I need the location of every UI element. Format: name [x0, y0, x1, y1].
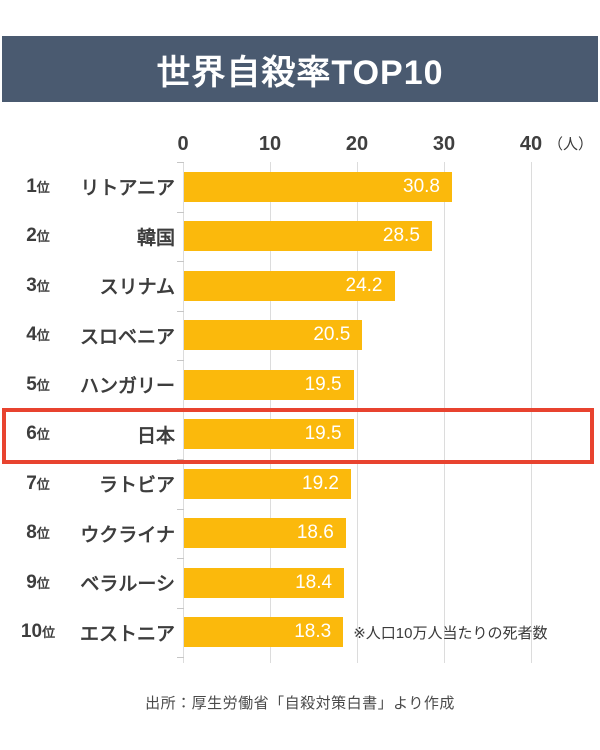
- country-label: 日本: [136, 425, 175, 447]
- rank-label: 1位: [0, 176, 76, 198]
- bar-value: 19.5: [304, 373, 342, 395]
- category-tick: [177, 508, 184, 510]
- country-label: ベラルーシ: [80, 574, 175, 596]
- x-axis: 0 10 20 30 40 （人）: [0, 130, 600, 160]
- rank-number: 8: [26, 522, 37, 544]
- bar-chart: 1位 リトアニア 30.8 2位 韓国 28.5 3位 スリナム 24.2 4位…: [0, 162, 600, 663]
- rank-label: 9位: [0, 572, 76, 594]
- category-tick: [177, 211, 184, 213]
- axis-tick-label-30: 30: [432, 133, 456, 155]
- country-label: ハンガリー: [79, 376, 175, 398]
- rank-suffix: 位: [36, 179, 50, 195]
- bar-ukraine: 18.6: [184, 518, 346, 549]
- axis-tick-label-40: 40: [519, 133, 543, 155]
- country-label: エストニア: [79, 623, 175, 645]
- gridline-0: [183, 162, 184, 663]
- rank-label: 3位: [0, 275, 76, 297]
- rank-label: 7位: [0, 473, 76, 495]
- axis-tick-label-0: 0: [177, 133, 189, 155]
- bar-value: 28.5: [382, 225, 420, 247]
- category-tick: [177, 459, 184, 460]
- bar-value: 18.3: [294, 621, 332, 643]
- rank-number: 5: [26, 373, 37, 395]
- page-title: 世界自殺率TOP10: [156, 53, 444, 92]
- rank-suffix: 位: [36, 229, 50, 245]
- rank-number: 9: [26, 571, 37, 593]
- rank-suffix: 位: [36, 377, 50, 393]
- bar-suriname: 24.2: [184, 270, 395, 301]
- bar-value: 19.5: [304, 423, 342, 445]
- gridline-40: [531, 162, 532, 663]
- chart-row-6-japan: 6位 日本 19.5: [0, 410, 600, 460]
- rank-label: 5位: [0, 374, 76, 396]
- source-attribution: 出所：厚生労働省「自殺対策白書」より作成: [145, 695, 455, 712]
- rank-number: 2: [26, 225, 37, 247]
- chart-row-4: 4位 スロベニア 20.5: [0, 311, 600, 361]
- rank-label: 10位: [0, 621, 76, 643]
- chart-row-5: 5位 ハンガリー 19.5: [0, 360, 600, 410]
- chart-row-2: 2位 韓国 28.5: [0, 212, 600, 262]
- rank-label: 8位: [0, 522, 76, 544]
- category-tick: [177, 360, 184, 361]
- bar-estonia: 18.3: [184, 617, 344, 648]
- category-tick: [177, 310, 184, 312]
- bar-hungary: 19.5: [184, 369, 354, 400]
- bar-value: 18.6: [296, 522, 334, 544]
- bar-value: 19.2: [302, 472, 339, 494]
- bar-latvia: 19.2: [184, 468, 351, 499]
- category-tick: [177, 657, 184, 658]
- rank-suffix: 位: [42, 625, 56, 641]
- axis-unit-label: （人）: [548, 136, 594, 153]
- rank-label: 6位: [0, 423, 76, 445]
- rank-number: 7: [26, 472, 37, 494]
- category-tick: [177, 162, 184, 163]
- bar-value: 18.4: [295, 571, 333, 593]
- chart-rows: 1位 リトアニア 30.8 2位 韓国 28.5 3位 スリナム 24.2 4位…: [0, 162, 600, 657]
- rank-number: 10: [20, 621, 43, 643]
- gridline-30: [444, 162, 445, 663]
- rank-suffix: 位: [36, 328, 50, 344]
- bar-slovenia: 20.5: [184, 320, 363, 351]
- chart-row-8: 8位 ウクライナ 18.6: [0, 509, 600, 559]
- axis-tick-label-20: 20: [345, 133, 369, 155]
- rank-suffix: 位: [36, 476, 50, 492]
- chart-row-10: 10位 エストニア 18.3 ※人口10万人当たりの死者数: [0, 608, 600, 658]
- rank-number: 3: [26, 274, 37, 296]
- chart-row-3: 3位 スリナム 24.2: [0, 261, 600, 311]
- category-tick: [177, 607, 184, 609]
- rank-number: 1: [26, 175, 37, 197]
- bar-value: 20.5: [313, 324, 351, 346]
- bar-belarus: 18.4: [184, 567, 345, 598]
- country-label: スロベニア: [79, 326, 175, 348]
- title-bar: 世界自殺率TOP10: [2, 36, 598, 102]
- rank-label: 4位: [0, 324, 76, 346]
- bar-lithuania: 30.8: [184, 171, 452, 202]
- rank-suffix: 位: [36, 575, 50, 591]
- bar-south-korea: 28.5: [184, 221, 432, 252]
- chart-row-1: 1位 リトアニア 30.8: [0, 162, 600, 212]
- gridline-20: [357, 162, 358, 663]
- category-tick: [177, 261, 184, 262]
- gridline-10: [270, 162, 271, 663]
- chart-row-9: 9位 ベラルーシ 18.4: [0, 558, 600, 608]
- rank-suffix: 位: [36, 526, 50, 542]
- bar-value: 24.2: [345, 274, 383, 296]
- country-label: ラトビア: [98, 475, 175, 497]
- country-label: スリナム: [99, 277, 175, 299]
- chart-row-7: 7位 ラトビア 19.2: [0, 459, 600, 509]
- rank-number: 6: [26, 423, 37, 445]
- axis-tick-label-10: 10: [258, 133, 282, 155]
- rank-label: 2位: [0, 225, 76, 247]
- bar-japan: 19.5: [184, 419, 354, 450]
- rank-suffix: 位: [36, 427, 50, 443]
- category-tick: [177, 558, 184, 559]
- rank-suffix: 位: [36, 278, 50, 294]
- country-label: リトアニア: [80, 178, 175, 200]
- country-label: ウクライナ: [80, 524, 175, 546]
- bar-value: 30.8: [403, 175, 440, 197]
- rank-number: 4: [26, 324, 37, 346]
- per-capita-note: ※人口10万人当たりの死者数: [353, 624, 548, 642]
- country-label: 韓国: [136, 227, 175, 249]
